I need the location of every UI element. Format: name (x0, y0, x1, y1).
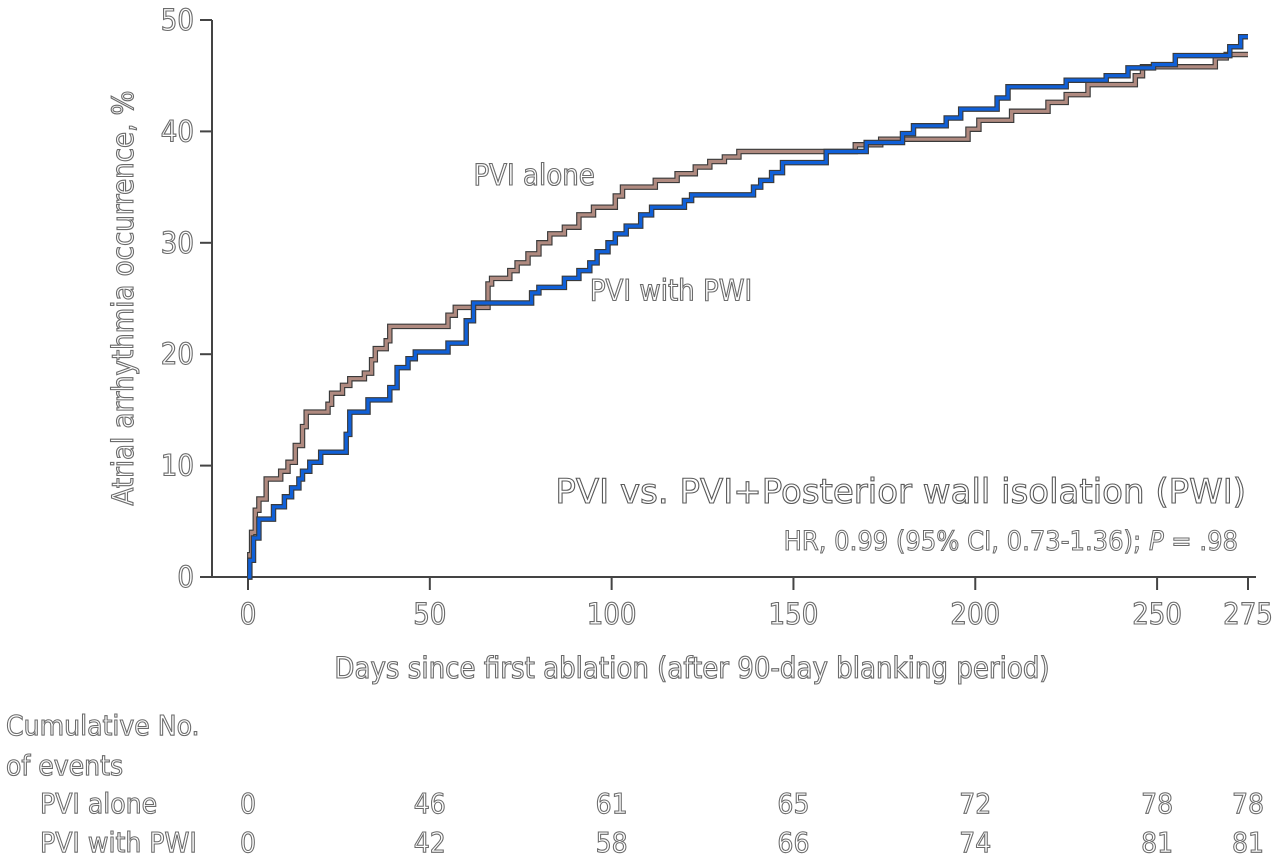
hr-p-value: = .98 (1164, 526, 1238, 557)
axes: 0 10 20 30 40 50 0 50 100 150 200 250 275 (160, 2, 1273, 632)
annotation-title: PVI vs. PVI+Posterior wall isolation (PW… (555, 472, 1246, 512)
x-ticks: 0 50 100 150 200 250 275 (239, 577, 1273, 632)
x-tick-label-50: 50 (413, 597, 446, 631)
risk-value-pvi-with-pwi-150: 66 (777, 826, 809, 859)
risk-row-label-pvi-with-pwi: PVI with PWI (40, 826, 197, 859)
risk-value-pvi-with-pwi-275: 81 (1232, 826, 1264, 859)
risk-value-pvi-with-pwi-100: 58 (596, 826, 628, 859)
y-tick-label-50: 50 (161, 3, 194, 37)
risk-table: Cumulative No. of events PVI alone 0 46 61 6… (5, 708, 1264, 859)
hr-p-symbol: P (1149, 526, 1164, 557)
y-tick-label-20: 20 (161, 337, 194, 371)
risk-table-title-line2: of events (6, 749, 123, 782)
risk-value-pvi-alone-150: 65 (777, 787, 809, 820)
risk-value-pvi-alone-250: 78 (1141, 787, 1173, 820)
series-lines (247, 33, 1248, 580)
x-tick-label-100: 100 (587, 597, 637, 631)
series-line-pvi-alone (248, 52, 1248, 579)
y-ticks: 0 10 20 30 40 50 (160, 2, 212, 595)
hr-statistics: HR, 0.99 (95% CI, 0.73-1.36); P = .98 (784, 526, 1238, 557)
y-tick-label-40: 40 (161, 114, 194, 148)
y-axis-label: Atrial arrhythmia occurrence, % (106, 91, 140, 506)
hr-text-main: HR, 0.99 (95% CI, 0.73-1.36); (784, 526, 1149, 557)
risk-value-pvi-with-pwi-250: 81 (1141, 826, 1173, 859)
hr-annotation: PVI vs. PVI+Posterior wall isolation (PW… (555, 471, 1247, 557)
x-tick-label-0: 0 (240, 597, 257, 631)
series-line-pvi-with-pwi (248, 35, 1248, 579)
x-tick-label-275: 275 (1223, 597, 1273, 631)
risk-value-pvi-alone-100: 61 (596, 787, 628, 820)
y-tick-label-30: 30 (161, 226, 194, 260)
x-tick-label-250: 250 (1132, 597, 1182, 631)
series-label-pvi-with-pwi: PVI with PWI (590, 274, 752, 308)
risk-value-pvi-with-pwi-50: 42 (414, 826, 446, 859)
risk-value-pvi-with-pwi-200: 74 (959, 826, 991, 859)
risk-table-rows: PVI alone 0 46 61 65 72 78 78 PVI with PWI 0 42 58 6… (39, 786, 1264, 859)
x-tick-label-200: 200 (950, 597, 1000, 631)
x-tick-label-150: 150 (769, 597, 819, 631)
risk-value-pvi-alone-0: 0 (240, 787, 256, 820)
series-labels: PVI alone PVI with PWI (473, 157, 753, 308)
risk-value-pvi-alone-50: 46 (414, 787, 446, 820)
risk-value-pvi-alone-275: 78 (1232, 787, 1264, 820)
risk-value-pvi-with-pwi-0: 0 (240, 826, 256, 859)
risk-value-pvi-alone-200: 72 (959, 787, 991, 820)
y-tick-label-10: 10 (161, 449, 194, 483)
x-axis-label: Days since first ablation (after 90-day … (334, 651, 1049, 685)
series-label-pvi-alone: PVI alone (473, 158, 594, 192)
risk-row-label-pvi-alone: PVI alone (40, 787, 157, 820)
y-tick-label-0: 0 (177, 560, 194, 594)
risk-table-title-line1: Cumulative No. (6, 709, 200, 742)
